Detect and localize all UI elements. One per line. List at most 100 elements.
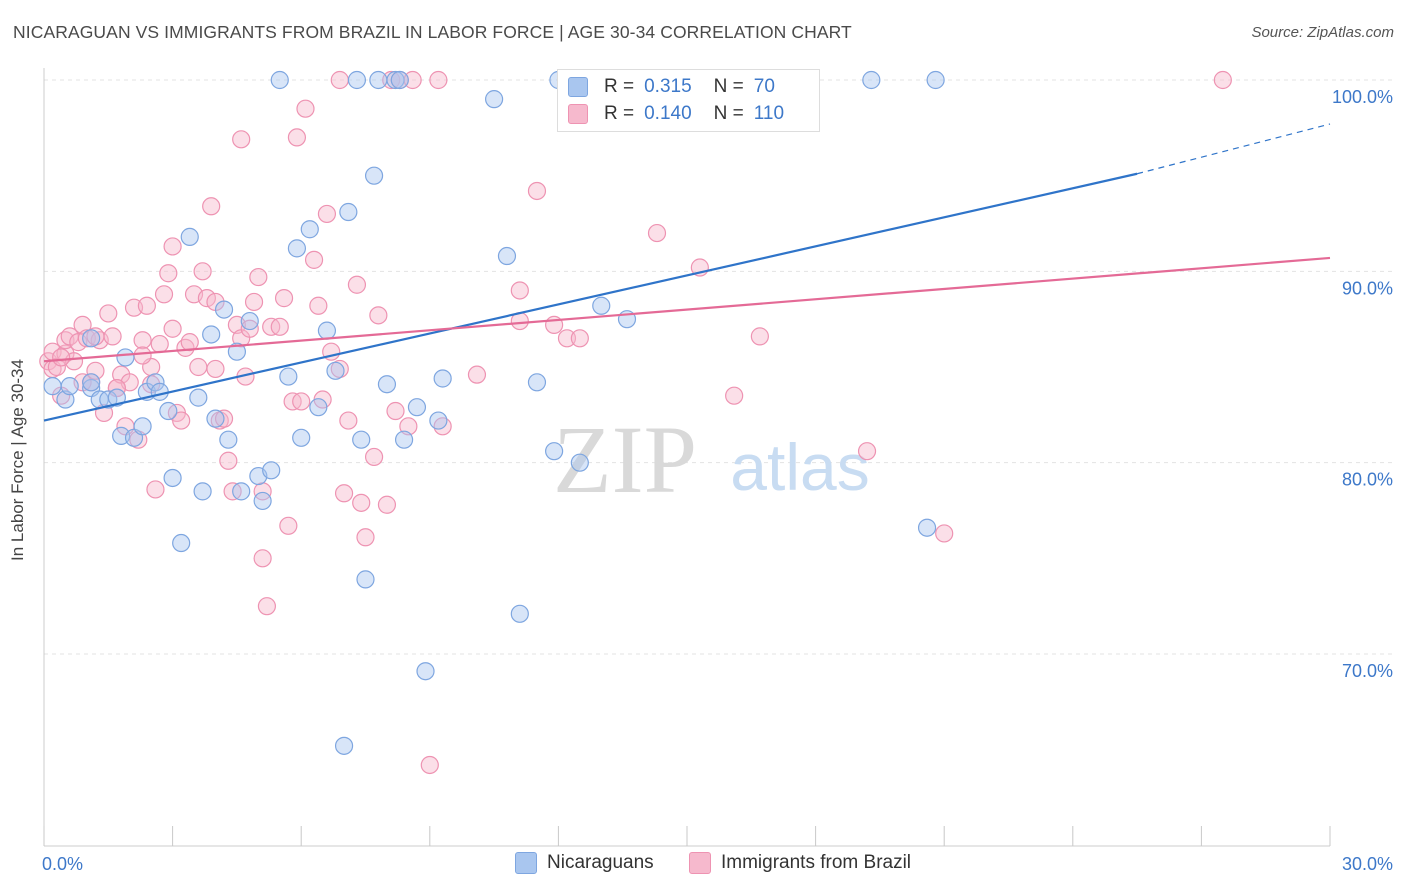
point-immigrants-from-brazil bbox=[317, 204, 337, 224]
point-nicaraguans bbox=[592, 296, 611, 315]
point-immigrants-from-brazil bbox=[429, 70, 448, 90]
legend-r-value: 0.140 bbox=[644, 103, 692, 124]
point-immigrants-from-brazil bbox=[244, 292, 264, 312]
point-immigrants-from-brazil bbox=[386, 401, 405, 421]
point-nicaraguans bbox=[232, 482, 251, 501]
point-nicaraguans bbox=[352, 430, 371, 449]
point-immigrants-from-brazil bbox=[99, 304, 118, 323]
point-nicaraguans bbox=[146, 373, 165, 392]
point-nicaraguans bbox=[386, 70, 405, 90]
point-immigrants-from-brazil bbox=[159, 264, 178, 283]
point-nicaraguans bbox=[150, 382, 169, 401]
point-nicaraguans bbox=[287, 239, 307, 258]
point-immigrants-from-brazil bbox=[304, 250, 324, 269]
point-nicaraguans bbox=[364, 166, 384, 185]
y-tick-label: 70.0% bbox=[1342, 661, 1393, 681]
legend-n-label: N = bbox=[713, 76, 744, 97]
point-nicaraguans bbox=[107, 388, 126, 407]
point-immigrants-from-brazil bbox=[219, 451, 238, 470]
point-immigrants-from-brazil bbox=[47, 357, 66, 377]
point-immigrants-from-brazil bbox=[133, 331, 152, 350]
point-nicaraguans bbox=[326, 361, 345, 380]
point-immigrants-from-brazil bbox=[279, 516, 298, 535]
point-immigrants-from-brazil bbox=[369, 306, 388, 325]
point-immigrants-from-brazil bbox=[347, 275, 367, 294]
point-immigrants-from-brazil bbox=[270, 317, 289, 336]
legend-swatch-blue bbox=[568, 77, 588, 97]
legend-row-nicaraguans: R = 0.315 N = 70 bbox=[568, 74, 775, 100]
point-immigrants-from-brazil bbox=[330, 70, 349, 90]
point-immigrants-from-brazil bbox=[249, 267, 268, 287]
point-immigrants-from-brazil bbox=[557, 329, 577, 348]
point-nicaraguans bbox=[82, 373, 101, 392]
point-immigrants-from-brazil bbox=[352, 493, 371, 512]
x-tick-label: 30.0% bbox=[1342, 854, 1393, 874]
point-nicaraguans bbox=[926, 70, 945, 90]
point-immigrants-from-brazil bbox=[296, 99, 315, 118]
watermark-zip: ZIP bbox=[553, 406, 697, 513]
point-nicaraguans bbox=[334, 736, 354, 755]
point-nicaraguans bbox=[193, 482, 212, 501]
y-tick-label: 100.0% bbox=[1332, 87, 1393, 107]
point-nicaraguans bbox=[317, 321, 337, 340]
bottom-legend: Nicaraguans Immigrants from Brazil bbox=[0, 852, 1406, 878]
point-immigrants-from-brazil bbox=[935, 524, 954, 543]
legend-r-value: 0.315 bbox=[644, 76, 692, 97]
y-tick-label: 90.0% bbox=[1342, 278, 1393, 298]
point-immigrants-from-brazil bbox=[527, 181, 547, 201]
point-nicaraguans bbox=[163, 468, 182, 488]
point-immigrants-from-brazil bbox=[172, 411, 191, 430]
legend-swatch-blue bbox=[515, 852, 537, 874]
point-nicaraguans bbox=[309, 398, 328, 417]
point-nicaraguans bbox=[377, 375, 397, 394]
point-immigrants-from-brazil bbox=[356, 528, 375, 547]
point-nicaraguans bbox=[227, 342, 246, 361]
point-nicaraguans bbox=[270, 70, 289, 90]
point-nicaraguans bbox=[279, 367, 298, 386]
point-nicaraguans bbox=[214, 300, 234, 319]
point-immigrants-from-brazil bbox=[189, 357, 208, 377]
point-immigrants-from-brazil bbox=[467, 365, 487, 384]
point-immigrants-from-brazil bbox=[137, 296, 156, 315]
point-immigrants-from-brazil bbox=[253, 549, 272, 568]
point-nicaraguans bbox=[369, 70, 388, 90]
point-immigrants-from-brazil bbox=[420, 755, 439, 775]
point-nicaraguans bbox=[292, 428, 311, 447]
trendline-nicaraguans bbox=[43, 172, 1138, 422]
legend-n-label: N = bbox=[713, 103, 744, 124]
point-immigrants-from-brazil bbox=[52, 348, 71, 367]
watermark: ZIP atlas bbox=[553, 406, 870, 513]
legend-swatch-pink bbox=[689, 852, 711, 874]
trendlines bbox=[43, 123, 1331, 422]
point-nicaraguans bbox=[300, 220, 319, 239]
point-immigrants-from-brazil bbox=[647, 223, 667, 243]
tick-labels: 70.0% 80.0% 90.0% 100.0% 0.0% 30.0% bbox=[42, 87, 1393, 874]
point-nicaraguans bbox=[510, 604, 529, 623]
chart-title: NICARAGUAN VS IMMIGRANTS FROM BRAZIL IN … bbox=[13, 22, 852, 42]
point-immigrants-from-brazil bbox=[73, 315, 92, 335]
legend-n-value: 110 bbox=[753, 103, 785, 124]
point-nicaraguans bbox=[180, 227, 199, 246]
point-immigrants-from-brazil bbox=[193, 262, 212, 281]
trendline-nicaraguans-extension bbox=[1136, 123, 1331, 175]
x-tick-label: 0.0% bbox=[42, 854, 83, 874]
legend-label-nicaraguans: Nicaraguans bbox=[547, 852, 654, 873]
point-nicaraguans bbox=[862, 70, 881, 90]
point-immigrants-from-brazil bbox=[570, 329, 589, 348]
point-immigrants-from-brazil bbox=[133, 346, 152, 365]
point-nicaraguans bbox=[172, 533, 191, 553]
point-immigrants-from-brazil bbox=[150, 334, 169, 354]
point-nicaraguans bbox=[159, 401, 178, 421]
point-nicaraguans bbox=[82, 329, 101, 348]
point-immigrants-from-brazil bbox=[163, 237, 182, 256]
point-nicaraguans bbox=[433, 369, 452, 388]
point-nicaraguans bbox=[219, 430, 238, 449]
point-nicaraguans bbox=[339, 202, 358, 222]
legend-row-immigrants-from-brazil: R = 0.140 N = 110 bbox=[568, 101, 784, 127]
point-immigrants-from-brazil bbox=[1213, 70, 1232, 90]
point-immigrants-from-brazil bbox=[364, 447, 384, 467]
axes bbox=[43, 68, 1331, 847]
point-immigrants-from-brazil bbox=[377, 495, 397, 514]
point-nicaraguans bbox=[407, 398, 427, 417]
